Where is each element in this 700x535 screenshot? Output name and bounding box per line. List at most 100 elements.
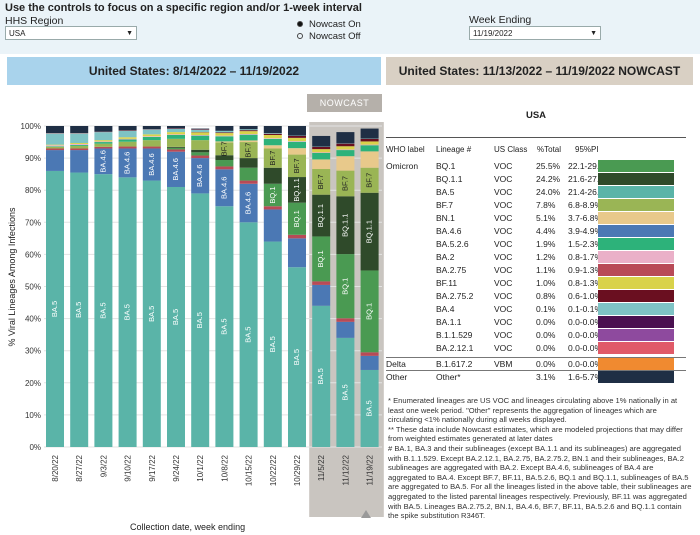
nowcast-tag: NOWCAST bbox=[307, 94, 382, 112]
bar-segment bbox=[118, 138, 137, 140]
bar-segment bbox=[70, 150, 89, 173]
stacked-bar-chart: 0% 10% 20% 30% 40% 50% 60% 70% 80% 90% 100% BA.5 8/2… bbox=[21, 122, 384, 517]
cell-lineage: BA.2.75.2 bbox=[436, 291, 474, 301]
bar-segment bbox=[191, 149, 210, 153]
nowcast-on-radio[interactable]: Nowcast On bbox=[297, 19, 361, 30]
bar-segment bbox=[191, 128, 210, 130]
bar-label: BQ.1.1 bbox=[316, 204, 325, 227]
radio-selected-icon bbox=[297, 21, 303, 28]
bar-segment bbox=[94, 146, 113, 149]
cell-class: VOC bbox=[494, 200, 513, 210]
color-swatch bbox=[598, 342, 674, 354]
x-tick-label: 9/24/22 bbox=[172, 454, 181, 481]
bar-segment bbox=[215, 135, 234, 137]
bar-segment bbox=[312, 169, 331, 195]
bar-segment bbox=[336, 149, 355, 151]
bar-segment bbox=[312, 236, 331, 282]
bar-segment bbox=[118, 141, 137, 147]
week-select-value: 11/19/2022 bbox=[473, 29, 513, 38]
table-row: Other Other* 3.1% 1.6-5.7% bbox=[386, 370, 686, 383]
bar-segment bbox=[118, 126, 137, 131]
table-row: BA.4 VOC 0.1% 0.1-0.1% bbox=[386, 303, 686, 316]
cell-pct: 0.8% bbox=[536, 291, 556, 301]
bar-segment bbox=[312, 149, 331, 153]
x-tick-label: 10/22/22 bbox=[269, 454, 278, 486]
table-row: BA.2.12.1 VOC 0.0% 0.0-0.0% bbox=[386, 342, 686, 355]
bar-segment bbox=[288, 126, 306, 136]
nowcast-off-radio[interactable]: Nowcast Off bbox=[297, 31, 361, 42]
bar-label: BQ.1 bbox=[365, 303, 374, 320]
cell-class: VOC bbox=[494, 161, 513, 171]
cell-class: VOC bbox=[494, 213, 513, 223]
cell-class: VOC bbox=[494, 291, 513, 301]
bar-label: BF.7 bbox=[340, 176, 349, 191]
color-swatch bbox=[598, 212, 674, 224]
bar-segment bbox=[142, 180, 161, 447]
cell-pi: 1.5-2.3% bbox=[568, 239, 603, 249]
color-swatch bbox=[598, 316, 674, 328]
bar-segment bbox=[70, 144, 89, 146]
cell-pct: 0.0% bbox=[536, 317, 556, 327]
bar-segment bbox=[288, 267, 306, 447]
bar-label: BA.5 bbox=[98, 302, 107, 318]
bar-segment bbox=[360, 145, 379, 152]
bar-segment bbox=[360, 128, 379, 139]
cell-lineage: BA.1.1 bbox=[436, 317, 462, 327]
y-tick-label: 60% bbox=[25, 250, 41, 259]
bar-segment bbox=[239, 180, 258, 184]
cell-lineage: BA.2 bbox=[436, 252, 455, 262]
cell-lineage: BQ.1.1 bbox=[436, 174, 463, 184]
cell-lineage: Other* bbox=[436, 372, 461, 382]
color-swatch bbox=[598, 277, 674, 289]
cell-pct: 1.1% bbox=[536, 265, 556, 275]
cell-pi: 21.4-26.9% bbox=[568, 187, 612, 197]
cell-lineage: BN.1 bbox=[436, 213, 455, 223]
bar-segment bbox=[288, 202, 306, 235]
x-tick-label: 9/17/22 bbox=[148, 454, 157, 481]
bar-segment bbox=[70, 172, 89, 448]
bar-segment bbox=[167, 149, 185, 152]
header-us-class: US Class bbox=[494, 145, 528, 154]
table-divider bbox=[386, 137, 686, 138]
cell-class: VOC bbox=[494, 265, 513, 275]
bar-segment bbox=[94, 143, 113, 147]
bar-segment bbox=[142, 134, 161, 137]
cell-lineage: B.1.617.2 bbox=[436, 359, 473, 369]
bar-segment bbox=[312, 281, 331, 285]
bar-segment bbox=[239, 222, 258, 447]
region-select[interactable]: USA ▼ bbox=[5, 26, 137, 40]
bar-segment bbox=[142, 140, 161, 147]
bar-segment bbox=[312, 135, 331, 147]
bar-segment bbox=[312, 146, 331, 150]
x-axis-label: Collection date, week ending bbox=[130, 522, 246, 532]
bar-segment bbox=[46, 146, 64, 149]
cell-pct: 3.1% bbox=[536, 372, 556, 382]
bar-segment bbox=[263, 145, 282, 149]
cell-pi: 0.6-1.0% bbox=[568, 291, 603, 301]
cell-pi: 1.6-5.7% bbox=[568, 372, 603, 382]
bar-segment bbox=[94, 141, 113, 143]
x-tick-label: 8/20/22 bbox=[51, 454, 60, 481]
table-row: BN.1 VOC 5.1% 3.7-6.8% bbox=[386, 212, 686, 225]
table-row: BA.2.75 VOC 1.1% 0.9-1.3% bbox=[386, 264, 686, 277]
x-tick-label: 8/27/22 bbox=[75, 454, 84, 481]
bar-segment bbox=[215, 126, 234, 131]
bar-segment bbox=[239, 126, 258, 130]
week-select[interactable]: 11/19/2022 ▼ bbox=[469, 26, 601, 40]
triangle-up-icon[interactable] bbox=[361, 510, 371, 518]
bar-segment bbox=[70, 133, 89, 144]
bar-label: BQ.1.1 bbox=[340, 214, 349, 237]
cell-pct: 1.9% bbox=[536, 239, 556, 249]
x-tick-label: 10/29/22 bbox=[293, 454, 302, 486]
bar-segment bbox=[312, 284, 331, 306]
table-row: BF.11 VOC 1.0% 0.8-1.3% bbox=[386, 277, 686, 290]
cell-class: VOC bbox=[494, 304, 513, 314]
bar-label: BA.5 bbox=[50, 301, 59, 317]
cell-lineage: BA.5.2.6 bbox=[436, 239, 469, 249]
cell-pi: 0.8-1.7% bbox=[568, 252, 603, 262]
cell-lineage: BA.2.75 bbox=[436, 265, 467, 275]
bar-label: BF.7 bbox=[219, 141, 228, 156]
cell-pct: 0.1% bbox=[536, 304, 556, 314]
header-pct-total: %Total bbox=[537, 145, 562, 154]
bar-segment bbox=[360, 369, 379, 447]
